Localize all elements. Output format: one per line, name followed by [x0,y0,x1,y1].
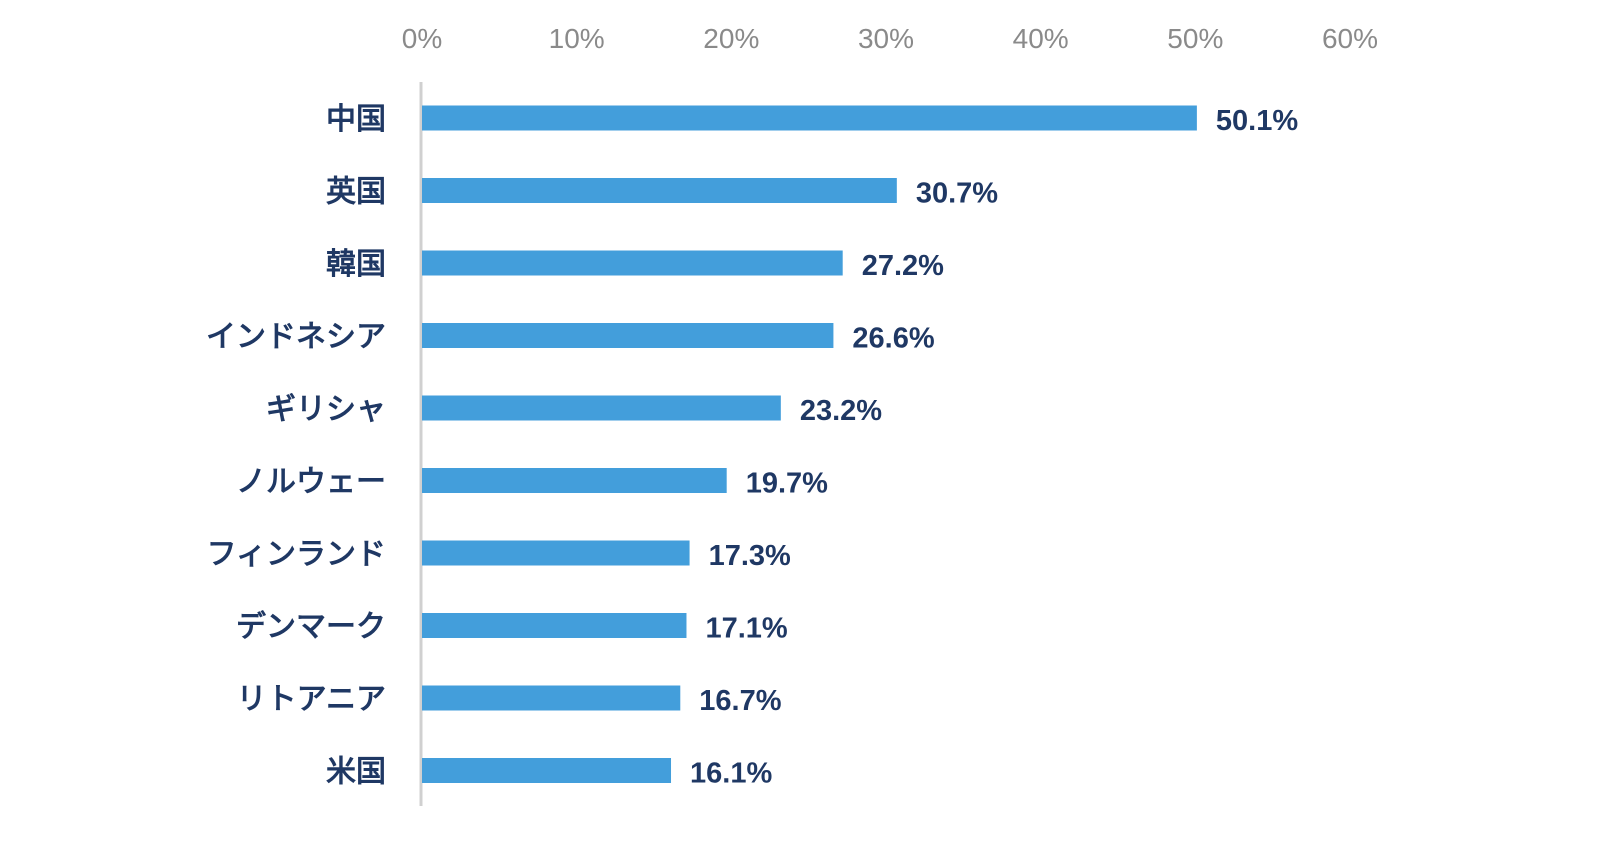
bar [422,540,690,566]
x-tick-label: 10% [549,23,605,54]
category-label: リトアニア [237,682,386,717]
bar [422,178,897,203]
data-label: 23.2% [800,395,882,427]
category-label: 英国 [326,175,386,210]
x-tick-label: 40% [1013,23,1069,54]
data-label: 30.7% [916,178,998,210]
data-label: 27.2% [862,250,944,282]
x-tick-label: 20% [703,23,759,54]
data-label: 26.6% [852,323,934,355]
data-label: 19.7% [746,468,828,500]
data-label: 16.1% [690,758,772,790]
bar [422,613,687,638]
category-label: 中国 [326,102,386,137]
x-axis-ticks: 0% 10% 20% 30% 40% 50% 60% [402,23,1378,54]
data-label: 50.1% [1216,105,1298,137]
category-label: ノルウェー [236,465,386,500]
bar [422,468,727,493]
x-tick-label: 0% [402,23,442,54]
x-tick-label: 50% [1167,23,1223,54]
data-label: 17.1% [705,613,787,645]
category-label: 米国 [326,755,386,790]
category-label: フィンランド [207,537,386,572]
bar [422,105,1197,131]
value-labels: 50.1% 30.7% 27.2% 26.6% 23.2% 19.7% 17.3% 17.1%… [690,105,1298,790]
bar [422,758,672,783]
x-tick-label: 30% [858,23,914,54]
category-label: デンマーク [236,610,386,645]
category-label: ギリシャ [266,392,386,427]
data-label: 16.7% [699,685,781,717]
category-label: 韓国 [326,247,386,282]
bar [422,685,681,711]
data-label: 17.3% [709,540,791,572]
bar [422,395,781,421]
category-label: インドネシア [206,320,386,355]
bars-group [422,105,1197,783]
bar [422,323,834,348]
bar [422,250,843,276]
x-tick-label: 60% [1322,23,1378,54]
